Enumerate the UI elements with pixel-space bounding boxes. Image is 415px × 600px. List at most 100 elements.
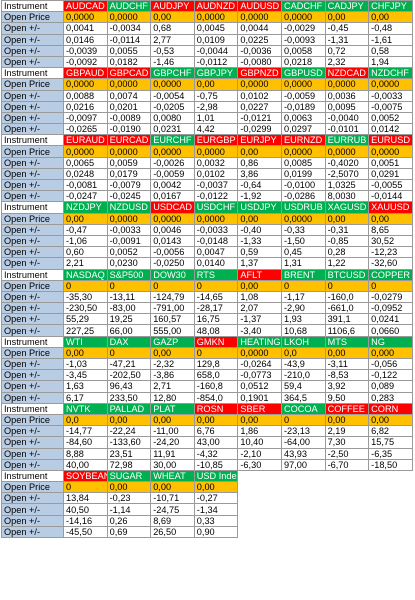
change-row: Open +/- -1,06 -0,0091 0,0143 -0,0148 -1,33 -1…	[1, 234, 413, 248]
instrument-name-cell[interactable]: USDJPY	[237, 201, 282, 214]
instrument-name-cell[interactable]: GBPCAD	[106, 67, 152, 80]
instrument-name-cell[interactable]: LKOH	[280, 335, 326, 348]
instrument-name-cell[interactable]: EURJPY	[237, 134, 282, 147]
instrument-name-cell[interactable]: AUDCHF	[106, 0, 152, 13]
change-value-cell: 8,0030	[324, 190, 370, 203]
open-price-cell: 0,00	[63, 346, 108, 360]
instrument-name-cell[interactable]: AUDUSD	[237, 0, 282, 13]
instrument-name-cell[interactable]: NZDCHF	[368, 67, 413, 80]
open-price-cell: 0,00	[193, 481, 239, 494]
instrument-name-cell[interactable]: RTS	[193, 268, 239, 281]
change-value-cell: 43,93	[280, 447, 326, 460]
change-value-cell: 30,52	[368, 234, 413, 248]
instrument-name-cell[interactable]: AFLT	[237, 268, 282, 281]
change-value-cell: -64,00	[280, 436, 326, 449]
open-price-cell: 0	[280, 279, 326, 292]
empty-cell	[237, 481, 282, 493]
open-price-cell: 0,0000	[63, 78, 108, 91]
instrument-name-cell[interactable]: SBER	[237, 402, 282, 415]
instrument-name-cell[interactable]: NVTK	[63, 402, 108, 415]
instrument-label: Instrument	[1, 469, 64, 483]
instrument-name-cell[interactable]: DOW30	[150, 268, 195, 281]
change-value-cell: 0,0080	[150, 111, 195, 125]
instrument-name-cell[interactable]: COPPER	[368, 268, 413, 281]
change-value-cell: 658,0	[193, 369, 239, 382]
instrument-name-cell[interactable]: GBPNZD	[237, 67, 282, 80]
instrument-name-cell[interactable]: AUDJPY	[150, 0, 195, 13]
instrument-name-cell[interactable]: AUDCAD	[63, 0, 108, 13]
instrument-name-cell[interactable]: EURGBP	[193, 134, 239, 147]
change-value-cell: 12,80	[150, 391, 195, 404]
change-value-cell: 0,0046	[150, 223, 195, 236]
change-value-cell: 0,0182	[106, 55, 152, 69]
instrument-name-cell[interactable]: CADCHF	[280, 0, 326, 13]
instrument-name-cell[interactable]: NZDJPY	[63, 201, 108, 214]
instrument-name-cell[interactable]: CORN	[368, 402, 413, 415]
instrument-name-cell[interactable]: HEATING	[237, 335, 282, 348]
instrument-name-cell[interactable]: EURAUD	[63, 134, 108, 147]
change-value-cell: -0,0037	[193, 178, 239, 192]
instrument-name-cell[interactable]: S&P500	[106, 268, 152, 281]
instrument-name-cell[interactable]: GBPAUD	[63, 67, 108, 80]
instrument-name-cell[interactable]: COFFEE	[324, 402, 370, 415]
change-row: Open +/- -0,0039 0,0055 -0,53 -0,0044 -0,0036…	[1, 44, 413, 57]
instrument-name-cell[interactable]: GBPUSD	[280, 67, 326, 80]
instrument-name-cell[interactable]: XAUUSD	[368, 201, 413, 214]
instrument-name-cell[interactable]: XAGUSD	[324, 201, 370, 214]
change-value-cell: -24,75	[150, 503, 195, 516]
open-price-cell: 0	[106, 346, 152, 360]
instrument-name-cell[interactable]: BRENT	[280, 268, 326, 281]
instrument-name-cell[interactable]: CADJPY	[324, 0, 370, 13]
change-value-cell: -0,0148	[193, 234, 239, 248]
instrument-name-cell[interactable]: AUDNZD	[193, 0, 239, 13]
instrument-name-cell[interactable]: USDCHF	[193, 201, 239, 214]
instrument-name-cell[interactable]: WTI	[63, 335, 108, 348]
instrument-name-cell[interactable]: USDRUB	[280, 201, 326, 214]
change-value-cell: 96,43	[106, 380, 152, 393]
instrument-name-cell[interactable]: NG	[368, 335, 413, 348]
instrument-name-cell[interactable]: USDCAD	[150, 201, 195, 214]
change-value-cell: -2,90	[280, 302, 326, 315]
instrument-name-cell[interactable]: EURRUB	[324, 134, 370, 147]
instrument-name-cell[interactable]: BTCUSD	[324, 268, 370, 281]
instrument-name-cell[interactable]: WHEAT	[150, 469, 195, 483]
instrument-name-cell[interactable]: SUGAR	[106, 469, 152, 483]
instrument-name-cell[interactable]: NZDUSD	[106, 201, 152, 214]
instrument-name-cell[interactable]: EURNZD	[280, 134, 326, 147]
instrument-name-cell[interactable]: GBPJPY	[193, 67, 239, 80]
instrument-name-cell[interactable]: PLAT	[150, 402, 195, 415]
instrument-name-cell[interactable]: USD Index	[193, 469, 239, 483]
instrument-name-cell[interactable]: EURCAD	[106, 134, 152, 147]
instrument-header-row: Instrument NZDJPY NZDUSD USDCAD USDCHF USDJPY…	[1, 201, 413, 214]
instrument-name-cell[interactable]: SOYBEAN	[63, 469, 108, 483]
change-value-cell: 0,0231	[150, 123, 195, 136]
instrument-name-cell[interactable]: GMKN	[193, 335, 239, 348]
open-price-cell: 0	[63, 481, 108, 494]
instrument-name-cell[interactable]: COCOA	[280, 402, 326, 415]
instrument-name-cell[interactable]: NZDCAD	[324, 67, 370, 80]
change-value-cell: 0,0085	[280, 156, 326, 169]
change-value-cell: 66,00	[106, 324, 152, 337]
open-price-cell: 0,0000	[63, 145, 108, 158]
change-value-cell: 0,0074	[106, 89, 152, 102]
instrument-name-cell[interactable]: MTS	[324, 335, 370, 348]
instrument-name-cell[interactable]: PALLAD	[106, 402, 152, 415]
instrument-name-cell[interactable]: EURCHF	[150, 134, 195, 147]
instrument-name-cell[interactable]: EURUSD	[368, 134, 413, 147]
instrument-name-cell[interactable]: GAZP	[150, 335, 195, 348]
change-value-cell: -1,46	[150, 55, 195, 69]
instrument-name-cell[interactable]: ROSN	[193, 402, 239, 415]
change-value-cell: 0,0225	[237, 33, 282, 46]
instrument-name-cell[interactable]: DAX	[106, 335, 152, 348]
change-value-cell: -0,0100	[280, 178, 326, 192]
change-value-cell: 0,0297	[280, 123, 326, 136]
empty-cell	[281, 470, 326, 482]
instrument-name-cell[interactable]: GBPCHF	[150, 67, 195, 80]
instrument-name-cell[interactable]: CHFJPY	[368, 0, 413, 13]
change-value-cell: -2,50	[324, 447, 370, 460]
change-value-cell: -202,50	[106, 369, 152, 382]
change-row: Open +/- -45,50 0,69 26,50 0,90	[1, 525, 413, 539]
open-price-cell: 0,0000	[193, 212, 239, 225]
instrument-name-cell[interactable]: NASDAQ	[63, 268, 108, 281]
change-value-cell: -1,14	[106, 503, 152, 516]
